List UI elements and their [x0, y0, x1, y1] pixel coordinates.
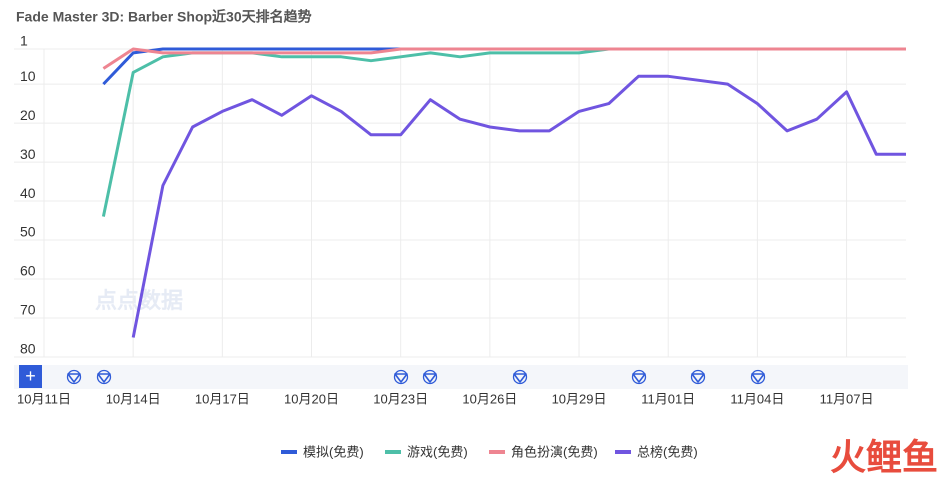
- x-tick-label: 10月11日: [17, 391, 71, 406]
- x-tick-label: 11月01日: [641, 391, 695, 406]
- legend-label: 总榜(免费): [637, 444, 698, 459]
- event-marker: [394, 373, 408, 383]
- series-line: [102, 47, 906, 70]
- x-tick-label: 10月14日: [106, 391, 161, 406]
- y-tick-label: 70: [20, 302, 36, 318]
- x-tick-label: 10月29日: [552, 391, 607, 406]
- event-marker-ring: [422, 369, 438, 385]
- x-tick-label: 10月26日: [462, 391, 517, 406]
- logo: 火鲤鱼: [830, 437, 938, 478]
- event-marker: [97, 373, 111, 383]
- y-tick-label: 60: [20, 263, 36, 279]
- legend-label: 角色扮演(免费): [511, 444, 598, 459]
- timeline-strip: [14, 365, 908, 389]
- event-marker-ring: [512, 369, 528, 385]
- event-marker: [632, 373, 646, 383]
- series-line: [101, 47, 906, 217]
- expand-icon[interactable]: +: [25, 366, 36, 386]
- event-marker: [691, 373, 705, 383]
- x-tick-label: 10月20日: [284, 391, 339, 406]
- x-tick-label: 11月04日: [730, 391, 784, 406]
- legend-label: 模拟(免费): [303, 444, 364, 459]
- y-tick-label: 1: [20, 33, 28, 49]
- event-marker: [423, 373, 437, 383]
- event-marker-ring: [750, 369, 766, 385]
- x-tick-label: 11月07日: [820, 391, 874, 406]
- event-marker-ring: [96, 369, 112, 385]
- y-tick-label: 10: [20, 68, 36, 84]
- event-marker-ring: [690, 369, 706, 385]
- y-tick-label: 40: [20, 185, 36, 201]
- legend-label: 游戏(免费): [407, 444, 468, 459]
- expand-button[interactable]: [19, 365, 42, 388]
- x-tick-label: 10月23日: [373, 391, 428, 406]
- y-tick-label: 80: [20, 341, 36, 357]
- y-tick-label: 50: [20, 224, 36, 240]
- chart-title: Fade Master 3D: Barber Shop近30天排名趋势: [16, 9, 312, 25]
- event-marker: [513, 373, 527, 383]
- event-marker-ring: [66, 369, 82, 385]
- event-markers: [66, 369, 766, 385]
- y-tick-label: 30: [20, 146, 36, 162]
- series-line: [131, 74, 906, 338]
- event-marker-ring: [393, 369, 409, 385]
- x-tick-label: 10月17日: [195, 391, 250, 406]
- y-tick-label: 20: [20, 107, 36, 123]
- event-marker: [751, 373, 765, 383]
- event-marker-ring: [631, 369, 647, 385]
- event-marker: [67, 373, 81, 383]
